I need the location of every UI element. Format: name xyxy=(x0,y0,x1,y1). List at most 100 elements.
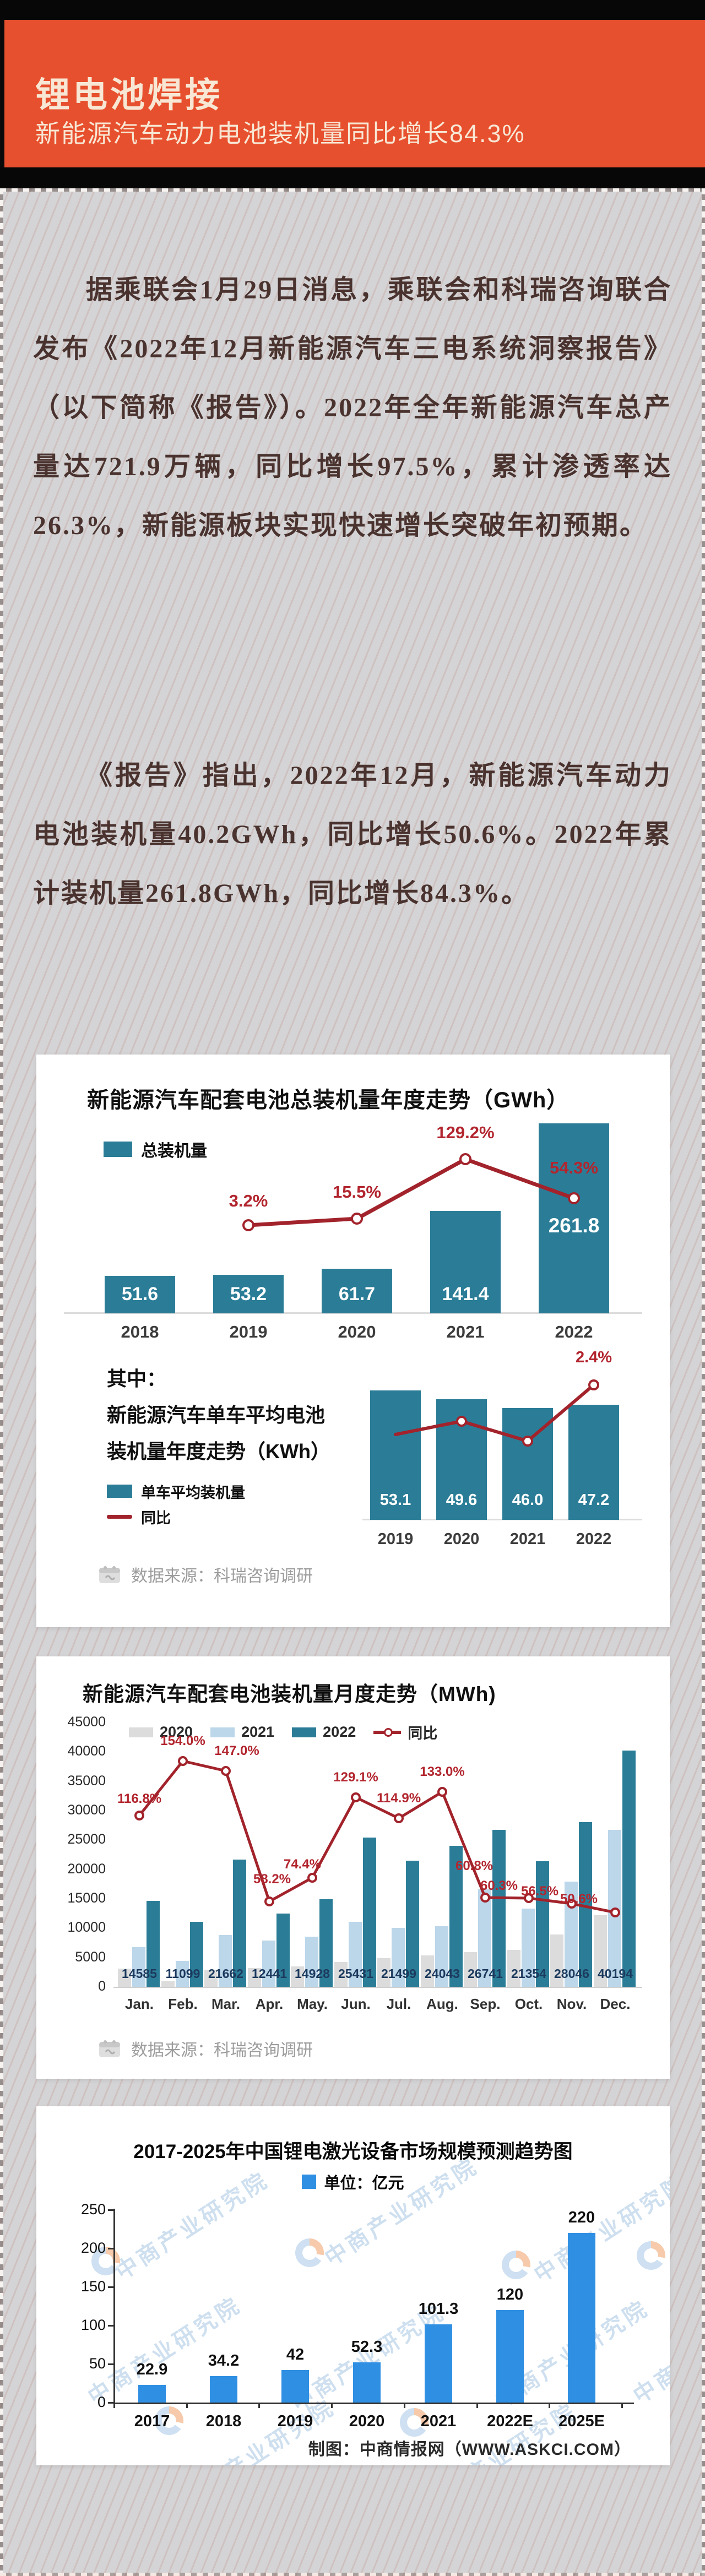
market-y-axis xyxy=(113,2209,115,2404)
monthly-bar-2021 xyxy=(262,1941,275,1987)
monthly-bar-2020 xyxy=(161,1981,175,1987)
yoy-line-marker xyxy=(394,1813,404,1823)
monthly-bar-2021 xyxy=(176,1961,189,1987)
monthly-bar-2020 xyxy=(377,1958,391,1987)
monthly-ytick-label: 5000 xyxy=(75,1949,106,1965)
market-bar xyxy=(425,2324,452,2403)
per-vehicle-heading-line1: 其中： xyxy=(107,1367,167,1390)
annual-bar-value: 261.8 xyxy=(548,1214,600,1237)
market-xtick-mark xyxy=(113,2403,115,2408)
market-x-label: 2017 xyxy=(134,2412,170,2430)
market-bar xyxy=(281,2370,309,2403)
market-bar xyxy=(496,2310,524,2403)
market-ytick-label: 100 xyxy=(80,2317,106,2333)
monthly-bar-2021 xyxy=(608,1830,621,1987)
legend-label-2020: 2020 xyxy=(160,1724,193,1740)
monthly-bar-value: 26741 xyxy=(468,1966,503,1981)
watermark-logo-icon xyxy=(400,2408,429,2437)
yoy-line-marker xyxy=(134,1811,144,1820)
monthly-bar-value: 25431 xyxy=(338,1966,373,1981)
annual-year-label: 2021 xyxy=(446,1322,485,1341)
monthly-bar-2021 xyxy=(305,1937,318,1987)
monthly-bar-value: 40194 xyxy=(598,1966,633,1981)
monthly-month-label: Nov. xyxy=(556,1996,587,2012)
article-header: 锂电池焊接 新能源汽车动力电池装机量同比增长84.3% xyxy=(0,20,705,167)
annual-bar xyxy=(213,1275,284,1313)
header-divider-band xyxy=(0,167,705,188)
yoy-line xyxy=(246,1157,576,1227)
data-source-text: 数据来源：科瑞咨询调研 xyxy=(131,1567,313,1585)
watermark-logo-icon xyxy=(91,2247,120,2275)
legend-label-unit: 单位：亿元 xyxy=(324,2175,404,2192)
market-xtick-mark xyxy=(186,2403,188,2408)
monthly-bar-2020 xyxy=(248,1968,261,1987)
monthly-ytick-label: 30000 xyxy=(67,1802,106,1818)
annual-bar xyxy=(322,1269,392,1313)
calendar-icon xyxy=(99,2040,120,2057)
dashed-edge-left xyxy=(0,188,3,2576)
legend-line-yoy-icon xyxy=(107,1514,132,1519)
legend-label-avg: 单车平均装机量 xyxy=(141,1484,245,1501)
per-vehicle-chart-heading: 其中： 新能源汽车单车平均电池 装机量年度走势（KWh） xyxy=(107,1361,330,1470)
monthly-yoy-label: 56.5% xyxy=(520,1884,559,1899)
monthly-yoy-label: 74.4% xyxy=(283,1857,322,1872)
monthly-bar-value: 11099 xyxy=(165,1966,200,1981)
legend-swatch-2021-icon xyxy=(210,1727,235,1737)
monthly-month-label: Sep. xyxy=(470,1996,501,2012)
monthly-chart-legend: 2020 2021 2022 同比 xyxy=(129,1721,437,1743)
monthly-bar-2020 xyxy=(594,1915,607,1987)
annual-year-label: 2022 xyxy=(555,1322,593,1341)
legend-item-yoy: 同比 xyxy=(107,1504,245,1529)
monthly-bar-2020 xyxy=(550,1934,563,1987)
monthly-month-label: Apr. xyxy=(255,1996,284,2012)
legend-swatch-2022-icon xyxy=(292,1727,317,1737)
legend-label-2021: 2021 xyxy=(241,1724,275,1740)
market-x-label: 2018 xyxy=(205,2412,242,2430)
market-x-label: 2020 xyxy=(349,2412,385,2430)
yoy-line-marker xyxy=(351,1792,361,1802)
market-xtick-mark xyxy=(331,2403,333,2408)
yoy-line xyxy=(394,1383,595,1443)
monthly-bar-2020 xyxy=(421,1955,434,1987)
legend-swatch-avg-icon xyxy=(107,1485,132,1498)
monthly-bar-2020 xyxy=(507,1950,520,1987)
monthly-bar-value: 21499 xyxy=(381,1966,416,1981)
annual-yoy-label: 129.2% xyxy=(436,1123,495,1142)
legend-swatch-unit-icon xyxy=(302,2175,317,2189)
market-bar-value: 42 xyxy=(286,2346,305,2363)
legend-label-2022: 2022 xyxy=(323,1724,356,1740)
monthly-yoy-label: 114.9% xyxy=(376,1791,421,1806)
market-bar xyxy=(568,2233,595,2403)
annual-chart-legend: 总装机量 xyxy=(104,1137,207,1161)
monthly-ytick-label: 40000 xyxy=(67,1743,106,1759)
watermark-logo-icon xyxy=(502,2251,530,2279)
chart-credit: 制图：中商情报网（WWW.ASKCI.COM） xyxy=(308,2441,631,2459)
monthly-yoy-label: 147.0% xyxy=(214,1743,259,1758)
yoy-line-marker xyxy=(459,1153,471,1165)
monthly-month-label: Jul. xyxy=(386,1996,411,2012)
yoy-line-marker xyxy=(242,1219,254,1231)
legend-line-yoy-icon xyxy=(373,1727,402,1737)
watermark-logo-hole xyxy=(302,2246,317,2260)
monthly-chart-card: 新能源汽车配套电池装机量月度走势（MWh) 2020 2021 2022 同比 … xyxy=(36,1656,670,2079)
market-bar-value: 120 xyxy=(496,2286,524,2303)
annual-bar-value: 61.7 xyxy=(338,1284,376,1305)
legend-label-yoy: 同比 xyxy=(141,1509,171,1526)
annual-year-label: 2019 xyxy=(229,1322,268,1341)
monthly-month-label: Mar. xyxy=(211,1996,241,2012)
annual-yoy-label: 15.5% xyxy=(333,1182,381,1202)
monthly-bar-value: 14928 xyxy=(295,1966,330,1981)
monthly-month-label: Jun. xyxy=(341,1996,371,2012)
monthly-bar-2020 xyxy=(204,1970,218,1987)
monthly-ytick-label: 20000 xyxy=(67,1861,106,1877)
market-x-label: 2022E xyxy=(487,2412,533,2430)
monthly-month-label: May. xyxy=(297,1996,328,2012)
market-forecast-chart-card: 2017-2025年中国锂电激光设备市场规模预测趋势图 单位：亿元 制图：中商情… xyxy=(36,2106,670,2465)
monthly-month-label: Dec. xyxy=(600,1996,631,2012)
monthly-month-label: Jan. xyxy=(124,1996,154,2012)
market-ytick-mark xyxy=(108,2363,113,2365)
top-black-bar xyxy=(0,0,705,20)
monthly-yoy-label: 50.6% xyxy=(560,1892,598,1906)
monthly-chart-title: 新能源汽车配套电池装机量月度走势（MWh) xyxy=(83,1683,496,1705)
